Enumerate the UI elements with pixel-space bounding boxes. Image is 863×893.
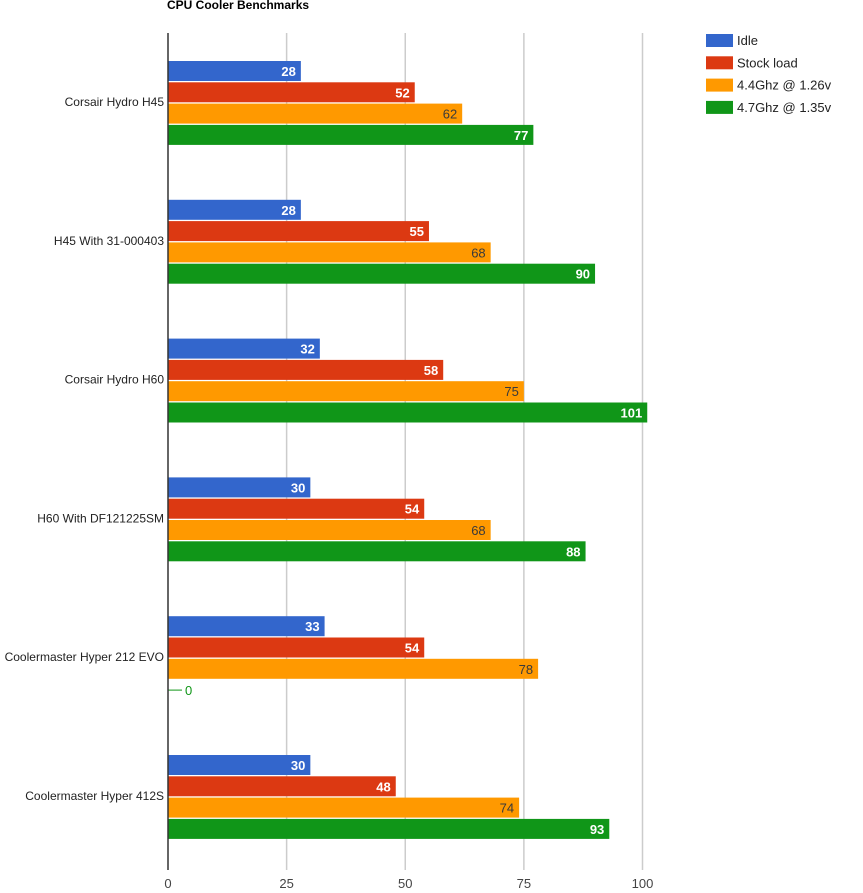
legend-label: 4.4Ghz @ 1.26v [737,78,832,93]
data-label: 90 [576,267,590,282]
data-label: 93 [590,822,604,837]
data-label: 68 [471,523,485,538]
x-axis: 0 25 50 75 100 [164,33,653,891]
x-tick-label: 100 [632,876,654,891]
data-label: 75 [504,384,518,399]
chart-title: CPU Cooler Benchmarks [167,0,309,12]
legend-label: Stock load [737,55,798,70]
data-label: 68 [471,245,485,260]
bar [168,477,311,498]
data-label: 28 [281,64,295,79]
data-label: 54 [405,641,420,656]
category-label: Corsair Hydro H60 [65,373,165,387]
data-label: 54 [405,502,420,517]
bar [168,402,648,423]
grid-lines [285,33,644,870]
bar [168,338,320,359]
bar [168,124,534,145]
bar [168,818,610,839]
data-label: 0 [185,683,192,698]
bar [168,616,325,637]
data-label: 77 [514,128,528,143]
data-label: 28 [281,203,295,218]
category-label: Corsair Hydro H45 [65,95,165,109]
bar [168,103,463,124]
bar [168,221,429,242]
bar [168,520,491,540]
data-label: 78 [519,662,533,677]
bars: 28 52 62 77 28 55 68 90 32 58 75 101 30 54 68 88 33 54 78 0… [168,61,648,839]
bar [168,776,396,797]
x-tick-label: 25 [279,876,293,891]
bar [168,381,524,402]
data-label: 62 [443,107,457,122]
data-label: 30 [291,758,305,773]
legend-label: Idle [737,33,758,48]
legend-swatch [706,78,733,92]
data-label: 48 [376,779,390,794]
data-label: 52 [395,85,409,100]
legend-swatch [706,56,733,70]
bar [168,498,425,519]
bar [168,61,301,81]
bar [168,755,311,775]
data-label: 74 [500,801,514,816]
legend-swatch [706,100,733,114]
x-tick-label: 50 [398,876,412,891]
category-labels: Corsair Hydro H45 H45 With 31-000403 Corsa… [5,95,165,803]
legend: Idle Stock load 4.4Ghz @ 1.26v 4.7Ghz @ 1.3… [706,33,832,115]
legend-label: 4.7Ghz @ 1.35v [737,100,832,115]
data-label: 88 [566,544,580,559]
bar [168,82,415,103]
data-label: 30 [291,480,305,495]
x-tick-label: 75 [517,876,531,891]
bar [168,797,520,818]
category-label: Coolermaster Hyper 412S [25,789,164,803]
bar [168,658,539,679]
category-label: H60 With DF121225SM [37,511,164,525]
x-tick-label: 0 [164,876,171,891]
data-label: 58 [424,363,438,378]
bar [168,199,301,220]
data-label: 32 [300,342,314,357]
category-label: Coolermaster Hyper 212 EVO [5,650,164,664]
bar [168,359,444,380]
bar [168,541,586,562]
bar [168,637,425,658]
data-label: 101 [621,406,643,421]
legend-swatch [706,34,733,47]
category-label: H45 With 31-000403 [54,234,164,248]
data-label: 55 [410,224,424,239]
bar [168,263,596,284]
data-label: 33 [305,619,319,634]
bar [168,242,491,263]
